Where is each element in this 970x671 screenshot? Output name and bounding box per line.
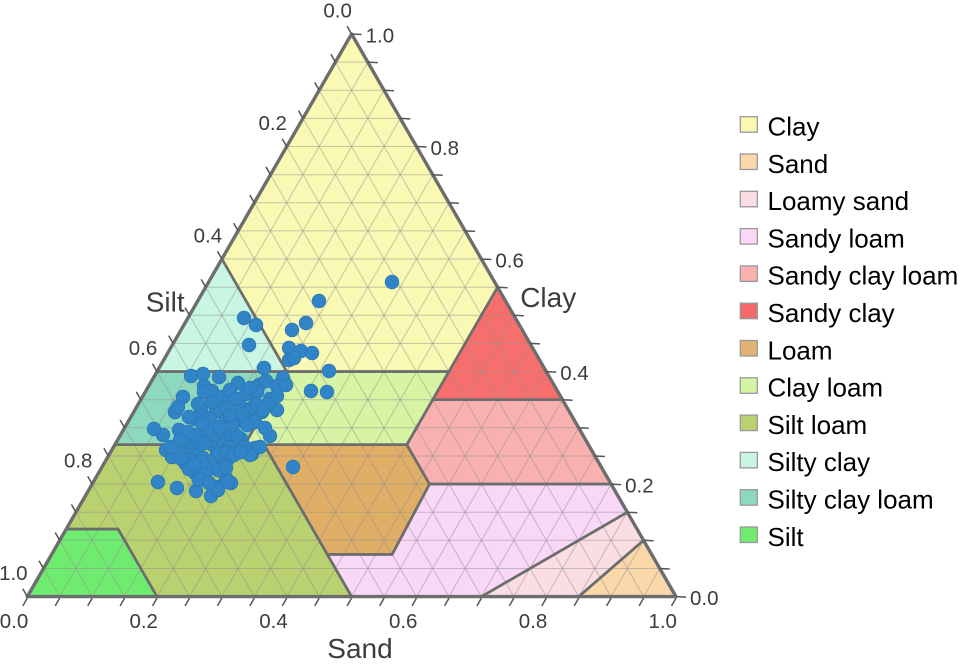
svg-text:Clay loam: Clay loam: [768, 373, 884, 403]
svg-text:Silt: Silt: [146, 287, 185, 318]
svg-text:0.0: 0.0: [690, 587, 719, 610]
svg-text:0.8: 0.8: [64, 450, 93, 473]
svg-text:0.6: 0.6: [129, 337, 158, 360]
svg-text:Sand: Sand: [327, 633, 392, 664]
svg-text:Sandy loam: Sandy loam: [768, 223, 905, 253]
svg-text:1.0: 1.0: [366, 24, 395, 47]
svg-text:0.4: 0.4: [259, 610, 288, 633]
svg-text:0.6: 0.6: [389, 610, 418, 633]
svg-text:Silt: Silt: [768, 522, 805, 552]
svg-text:Loam: Loam: [768, 335, 833, 365]
svg-text:Sandy clay loam: Sandy clay loam: [768, 261, 959, 291]
svg-text:Clay: Clay: [768, 112, 820, 142]
svg-text:Silt loam: Silt loam: [768, 410, 868, 440]
svg-text:1.0: 1.0: [648, 610, 677, 633]
svg-text:Loamy sand: Loamy sand: [768, 186, 910, 216]
svg-text:0.6: 0.6: [495, 249, 524, 272]
svg-text:0.0: 0.0: [323, 0, 352, 23]
svg-text:0.2: 0.2: [258, 112, 287, 135]
svg-text:0.8: 0.8: [519, 610, 548, 633]
svg-text:0.4: 0.4: [560, 362, 589, 385]
svg-text:Silty clay: Silty clay: [768, 447, 871, 477]
svg-text:Silty clay loam: Silty clay loam: [768, 485, 934, 515]
svg-text:0.8: 0.8: [431, 137, 460, 160]
svg-text:0.2: 0.2: [129, 610, 158, 633]
svg-text:0.4: 0.4: [194, 225, 223, 248]
svg-text:0.0: 0.0: [0, 610, 28, 633]
svg-text:0.2: 0.2: [625, 474, 654, 497]
svg-text:Clay: Clay: [520, 282, 576, 313]
svg-text:Sand: Sand: [768, 149, 829, 179]
svg-text:Sandy clay: Sandy clay: [768, 298, 895, 328]
svg-text:1.0: 1.0: [0, 562, 28, 585]
